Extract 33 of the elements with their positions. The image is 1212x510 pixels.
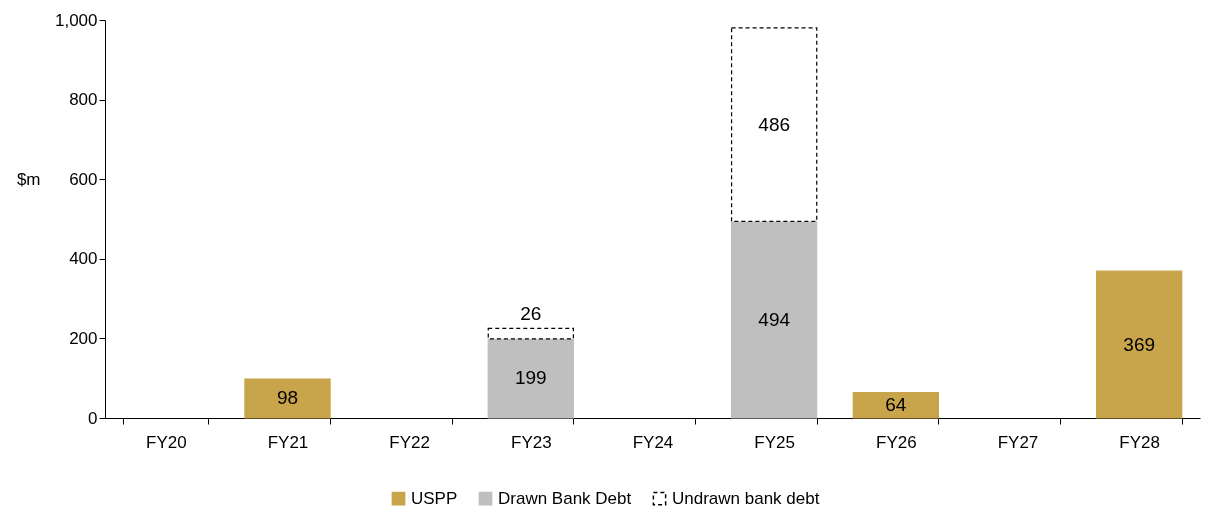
x-tick-label: FY28 [1119,432,1160,452]
data-label: 486 [758,113,791,135]
y-tick-label: 400 [69,249,98,269]
data-label: 494 [758,308,791,330]
y-axis-title: $m [16,169,41,189]
y-tick-label: 0 [88,408,98,428]
bar [730,27,818,222]
data-label: 369 [1123,333,1156,355]
y-tick-label: 800 [69,90,98,110]
x-tick-label: FY23 [511,432,552,452]
y-tick-label: 1,000 [54,10,98,30]
data-label: 26 [520,303,542,325]
data-label: 64 [885,394,907,416]
x-tick-label: FY24 [632,432,674,452]
bar [244,378,331,419]
bar [730,220,818,419]
x-tick-label: FY20 [146,432,187,452]
x-tick-label: FY27 [997,432,1039,452]
x-tick-label: FY21 [267,432,309,452]
y-tick-label: 200 [69,328,98,348]
legend-label: USPP [411,488,458,508]
x-tick-label: FY26 [876,432,917,452]
bar [487,338,575,419]
x-tick-label: FY25 [754,432,795,452]
x-tick-label: FY22 [389,432,430,452]
legend-label: Drawn Bank Debt [498,488,632,508]
bar [487,327,575,340]
data-label: 199 [514,367,547,389]
data-label: 98 [276,387,299,409]
y-tick-label: 600 [69,169,98,189]
bar [852,391,940,419]
bar [1095,270,1183,419]
legend-label: Undrawn bank debt [672,488,820,508]
